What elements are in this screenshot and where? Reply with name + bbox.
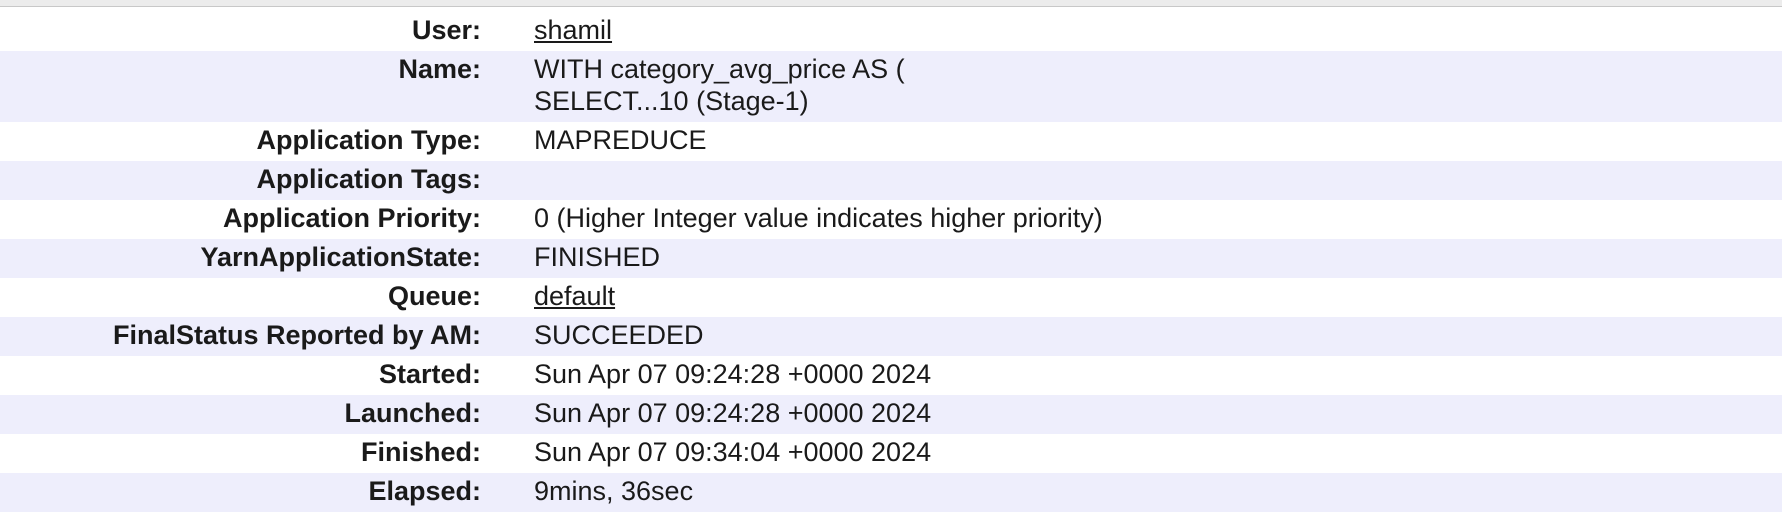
elapsed-value: 9mins, 36sec — [534, 476, 694, 506]
row-user: User: shamil — [0, 12, 1782, 51]
name-value: WITH category_avg_price AS ( SELECT...10… — [508, 51, 1782, 122]
row-application-priority: Application Priority: 0 (Higher Integer … — [0, 200, 1782, 239]
yarn-application-state-value: FINISHED — [534, 242, 661, 272]
final-status-value: SUCCEEDED — [534, 320, 704, 350]
row-queue: Queue: default — [0, 278, 1782, 317]
user-value-cell: shamil — [508, 12, 1782, 51]
row-application-tags: Application Tags: — [0, 161, 1782, 200]
queue-label: Queue: — [387, 281, 481, 311]
user-label: User: — [411, 15, 481, 45]
final-status-label: FinalStatus Reported by AM: — [112, 320, 481, 350]
application-priority-label: Application Priority: — [222, 203, 481, 233]
clipped-text-fragment: pp — [1532, 0, 1561, 4]
application-type-value: MAPREDUCE — [534, 125, 707, 155]
row-yarn-application-state: YarnApplicationState: FINISHED — [0, 239, 1782, 278]
finished-label: Finished: — [361, 437, 481, 467]
user-link[interactable]: shamil — [534, 15, 613, 45]
name-label: Name: — [398, 54, 481, 84]
application-tags-value — [508, 161, 1782, 200]
application-type-label: Application Type: — [256, 125, 481, 155]
application-overview-table: User: shamil Name: WITH category_avg_pri… — [0, 12, 1782, 512]
queue-link[interactable]: default — [534, 281, 616, 311]
name-value-line-2: SELECT...10 (Stage-1) — [534, 86, 809, 116]
application-priority-value: 0 (Higher Integer value indicates higher… — [534, 203, 1103, 233]
yarn-application-state-label: YarnApplicationState: — [200, 242, 481, 272]
row-elapsed: Elapsed: 9mins, 36sec — [0, 473, 1782, 512]
launched-label: Launched: — [344, 398, 481, 428]
finished-value: Sun Apr 07 09:34:04 +0000 2024 — [534, 437, 932, 467]
top-strip: pp — [0, 0, 1782, 7]
launched-value: Sun Apr 07 09:24:28 +0000 2024 — [534, 398, 932, 428]
started-label: Started: — [378, 359, 481, 389]
row-name: Name: WITH category_avg_price AS ( SELEC… — [0, 51, 1782, 122]
row-application-type: Application Type: MAPREDUCE — [0, 122, 1782, 161]
started-value: Sun Apr 07 09:24:28 +0000 2024 — [534, 359, 932, 389]
application-tags-label: Application Tags: — [256, 164, 481, 194]
row-launched: Launched: Sun Apr 07 09:24:28 +0000 2024 — [0, 395, 1782, 434]
elapsed-label: Elapsed: — [368, 476, 481, 506]
queue-value-cell: default — [508, 278, 1782, 317]
row-started: Started: Sun Apr 07 09:24:28 +0000 2024 — [0, 356, 1782, 395]
row-finished: Finished: Sun Apr 07 09:34:04 +0000 2024 — [0, 434, 1782, 473]
name-value-line-1: WITH category_avg_price AS ( — [534, 54, 905, 84]
row-final-status: FinalStatus Reported by AM: SUCCEEDED — [0, 317, 1782, 356]
